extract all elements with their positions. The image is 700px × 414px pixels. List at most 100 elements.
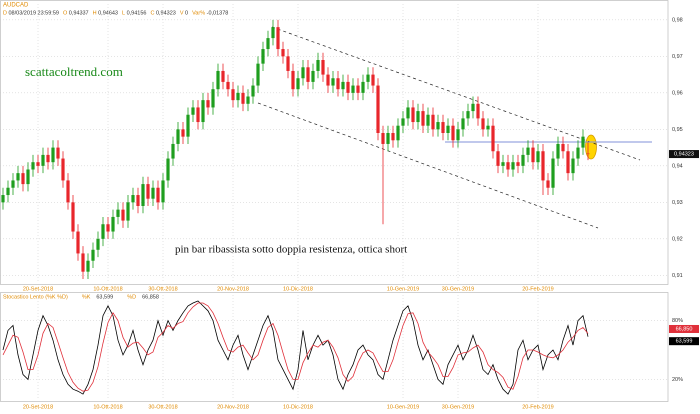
x-tick-label: 20-Feb-2019 [522, 404, 554, 410]
x-tick-label: 20-Feb-2019 [522, 286, 554, 292]
x-tick-label: 20-Set-2018 [23, 286, 53, 292]
candle-body [271, 27, 275, 39]
candle-body [386, 132, 390, 144]
candle-body [366, 74, 370, 82]
candle-body [356, 85, 360, 93]
x-tick-label: 30-Gen-2019 [442, 404, 474, 410]
x-tick-label: 10-Dic-2018 [283, 286, 313, 292]
x-tick-label: 10-Gen-2019 [387, 286, 419, 292]
candle-body [71, 202, 75, 232]
candle-body [521, 154, 525, 166]
candle-body [576, 147, 580, 159]
y-tick-label: 0,94 [672, 163, 683, 169]
x-tick-label: 10-Ott-2018 [93, 404, 122, 410]
candle-body [1, 195, 5, 203]
chart-title: AUDCAD [3, 3, 29, 9]
candle-body [6, 187, 10, 196]
oscillator-title: Stocastico Lento (%K %D) [3, 294, 68, 300]
candle-body [301, 67, 305, 79]
candle-body [456, 129, 460, 141]
candle-body [291, 70, 295, 90]
candle-body [581, 136, 585, 148]
info-label: V [180, 10, 184, 16]
candle-body [21, 173, 25, 185]
candle-body [426, 114, 430, 126]
candle-body [171, 143, 175, 159]
candle-body [586, 153, 590, 155]
candle-body [46, 154, 50, 163]
candle-body [36, 162, 40, 166]
candle-body [441, 122, 445, 133]
y-tick-label: 0,91 [672, 273, 683, 279]
candle-body [126, 202, 130, 221]
info-label: O [63, 10, 68, 16]
x-tick-label: 10-Gen-2019 [387, 404, 419, 410]
last-price: 0,94323 [674, 152, 694, 158]
candle-body [536, 151, 540, 163]
candle-body [121, 209, 125, 221]
candle-body [161, 180, 165, 203]
candle-body [476, 103, 480, 119]
y-tick-label: 0,93 [672, 200, 683, 206]
info-value: 0,94323 [156, 10, 176, 16]
candle-body [396, 125, 400, 141]
info-label: C [150, 10, 154, 16]
candle-body [181, 129, 185, 137]
candle-body [496, 151, 500, 166]
info-label: Var% [192, 10, 205, 16]
candle-body [296, 78, 300, 90]
last-price-box [669, 150, 699, 159]
candle-body [216, 70, 220, 90]
candle-body [16, 173, 20, 181]
candle-body [31, 162, 35, 170]
x-tick-label: 20-Set-2018 [23, 404, 53, 410]
legend-value: 63,599 [96, 294, 113, 300]
candle-body [451, 125, 455, 141]
candle-body [471, 103, 475, 112]
last-value-box [669, 337, 699, 346]
candle-body [431, 114, 435, 130]
info-value: 08/03/2019 23:59:59 [8, 10, 58, 16]
candle-body [101, 224, 105, 239]
info-label: H [93, 10, 97, 16]
candle-body [546, 180, 550, 188]
candle-body [111, 216, 115, 232]
candle-body [551, 158, 555, 188]
candle-body [561, 143, 565, 152]
candle-body [566, 151, 570, 174]
info-label: L [122, 10, 125, 16]
highlight-ellipse [585, 134, 597, 160]
candle-body [571, 158, 575, 174]
candle-body [261, 49, 265, 64]
candle-body [501, 162, 505, 166]
candle-body [91, 249, 95, 261]
y-tick-label: 0,97 [672, 54, 683, 60]
candle-body [151, 187, 155, 199]
candle-body [226, 81, 230, 90]
candle-body [256, 63, 260, 86]
candle-body [266, 38, 270, 50]
candle-body [241, 92, 245, 104]
x-tick-label: 30-Ott-2018 [148, 404, 177, 410]
candle-body [416, 111, 420, 123]
channel-lower [257, 102, 599, 229]
candle-body [106, 224, 110, 232]
candle-body [231, 89, 235, 101]
info-value: -0,01378 [207, 10, 229, 16]
candle-body [341, 81, 345, 90]
candle-body [41, 154, 45, 166]
legend-value: 66,858 [142, 294, 159, 300]
last-value-box [669, 324, 699, 333]
candle-body [211, 89, 215, 108]
x-tick-label: 30-Ott-2018 [148, 286, 177, 292]
candle-body [26, 169, 30, 185]
candle-body [116, 209, 120, 217]
candle-body [466, 111, 470, 119]
candle-body [76, 231, 80, 254]
candle-body [251, 85, 255, 97]
candle-body [491, 125, 495, 152]
candle-body [306, 67, 310, 82]
candle-body [206, 100, 210, 108]
candle-body [286, 56, 290, 71]
